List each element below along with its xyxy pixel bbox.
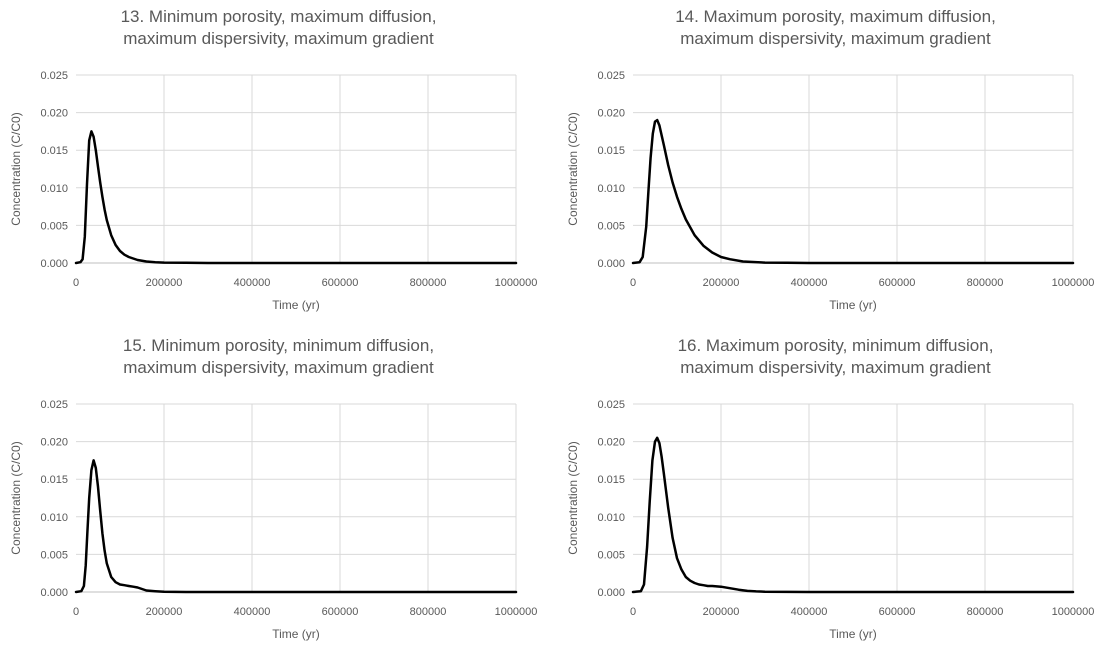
- chart-panel-15: 15. Minimum porosity, minimum diffusion,…: [0, 329, 557, 658]
- y-tick-label: 0.015: [597, 145, 625, 157]
- series-line: [631, 118, 1075, 265]
- y-tick-label: 0.025: [40, 70, 68, 82]
- y-tick-label: 0.015: [597, 474, 625, 486]
- x-tick-label: 200000: [703, 606, 740, 618]
- y-tick-label: 0.005: [40, 220, 68, 232]
- y-tick-label: 0.015: [40, 474, 68, 486]
- y-tick-label: 0.000: [597, 587, 625, 599]
- chart-title-line-1: 13. Minimum porosity, maximum diffusion,: [120, 7, 437, 26]
- x-axis-title: Time (yr): [829, 298, 877, 312]
- x-tick-label: 0: [630, 606, 636, 618]
- chart-plot-area: 0.000 0.005 0.010 0.015 0.020 0.025 0 200000 400…: [566, 399, 1095, 641]
- chart-title: 14. Maximum porosity, maximum diffusion,…: [557, 6, 1114, 50]
- chart-title: 16. Maximum porosity, minimum diffusion,…: [557, 335, 1114, 379]
- x-tick-label: 600000: [322, 606, 359, 618]
- x-tick-label: 600000: [879, 606, 916, 618]
- x-tick-label: 800000: [967, 606, 1004, 618]
- y-tick-label: 0.020: [40, 437, 68, 449]
- x-tick-label: 400000: [234, 277, 271, 289]
- x-tick-label: 400000: [791, 277, 828, 289]
- x-axis-title: Time (yr): [272, 627, 320, 641]
- y-axis-title: Concentration (C/C0): [566, 112, 580, 225]
- x-tick-label: 800000: [410, 606, 447, 618]
- chart-plot-area: 0.000 0.005 0.010 0.015 0.020 0.025 0 200000 400…: [9, 399, 538, 641]
- chart-title-line-2: maximum dispersivity, maximum gradient: [680, 29, 991, 48]
- x-tick-label: 1000000: [495, 277, 538, 289]
- chart-plot-area: 0.000 0.005 0.010 0.015 0.020 0.025 0 200000 400…: [9, 70, 538, 312]
- y-tick-label: 0.025: [597, 399, 625, 411]
- chart-title-line-2: maximum dispersivity, maximum gradient: [123, 358, 434, 377]
- y-tick-label: 0.015: [40, 145, 68, 157]
- y-axis-title: Concentration (C/C0): [9, 441, 23, 554]
- chart-title-line-2: maximum dispersivity, maximum gradient: [680, 358, 991, 377]
- chart-title-line-2: maximum dispersivity, maximum gradient: [123, 29, 434, 48]
- y-tick-label: 0.025: [40, 399, 68, 411]
- chart-title: 15. Minimum porosity, minimum diffusion,…: [0, 335, 557, 379]
- y-tick-label: 0.020: [40, 108, 68, 120]
- y-tick-label: 0.000: [40, 258, 68, 270]
- y-tick-label: 0.000: [40, 587, 68, 599]
- y-tick-label: 0.010: [40, 512, 68, 524]
- y-tick-label: 0.025: [597, 70, 625, 82]
- chart-plot-area: 0.000 0.005 0.010 0.015 0.020 0.025 0 200000 400…: [566, 70, 1095, 312]
- series-line: [631, 436, 1075, 594]
- chart-panel-16: 16. Maximum porosity, minimum diffusion,…: [557, 329, 1114, 658]
- y-tick-label: 0.010: [597, 512, 625, 524]
- x-tick-label: 1000000: [1052, 606, 1095, 618]
- x-tick-label: 200000: [146, 606, 183, 618]
- y-tick-label: 0.020: [597, 108, 625, 120]
- y-tick-label: 0.010: [597, 183, 625, 195]
- chart-title-line-1: 15. Minimum porosity, minimum diffusion,: [122, 336, 435, 355]
- x-tick-label: 1000000: [495, 606, 538, 618]
- y-axis-title: Concentration (C/C0): [9, 112, 23, 225]
- x-tick-label: 0: [73, 606, 79, 618]
- x-tick-label: 0: [630, 277, 636, 289]
- chart-title-line-1: 16. Maximum porosity, minimum diffusion,: [677, 336, 994, 355]
- x-tick-label: 1000000: [1052, 277, 1095, 289]
- series-line: [74, 459, 518, 594]
- chart-title-line-1: 14. Maximum porosity, maximum diffusion,: [675, 7, 996, 26]
- y-tick-label: 0.020: [597, 437, 625, 449]
- x-tick-label: 600000: [879, 277, 916, 289]
- y-tick-label: 0.005: [597, 220, 625, 232]
- x-tick-label: 400000: [234, 606, 271, 618]
- chart-title: 13. Minimum porosity, maximum diffusion,…: [0, 6, 557, 50]
- y-tick-label: 0.005: [597, 549, 625, 561]
- x-tick-label: 800000: [967, 277, 1004, 289]
- x-tick-label: 400000: [791, 606, 828, 618]
- y-axis-title: Concentration (C/C0): [566, 441, 580, 554]
- y-tick-label: 0.000: [597, 258, 625, 270]
- y-tick-label: 0.010: [40, 183, 68, 195]
- chart-panel-13: 13. Minimum porosity, maximum diffusion,…: [0, 0, 557, 329]
- y-tick-label: 0.005: [40, 549, 68, 561]
- chart-panel-14: 14. Maximum porosity, maximum diffusion,…: [557, 0, 1114, 329]
- series-line: [74, 130, 518, 265]
- x-tick-label: 600000: [322, 277, 359, 289]
- x-axis-title: Time (yr): [272, 298, 320, 312]
- x-tick-label: 800000: [410, 277, 447, 289]
- x-tick-label: 0: [73, 277, 79, 289]
- x-axis-title: Time (yr): [829, 627, 877, 641]
- x-tick-label: 200000: [703, 277, 740, 289]
- x-tick-label: 200000: [146, 277, 183, 289]
